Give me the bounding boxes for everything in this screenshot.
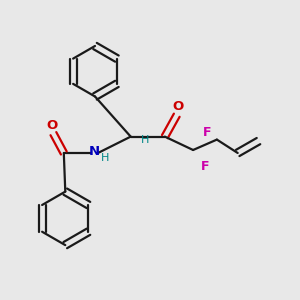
Text: H: H — [101, 153, 110, 163]
Text: F: F — [201, 160, 209, 173]
Text: N: N — [89, 145, 100, 158]
Text: H: H — [141, 135, 149, 145]
Text: F: F — [203, 126, 212, 139]
Text: O: O — [46, 119, 58, 132]
Text: O: O — [172, 100, 184, 113]
